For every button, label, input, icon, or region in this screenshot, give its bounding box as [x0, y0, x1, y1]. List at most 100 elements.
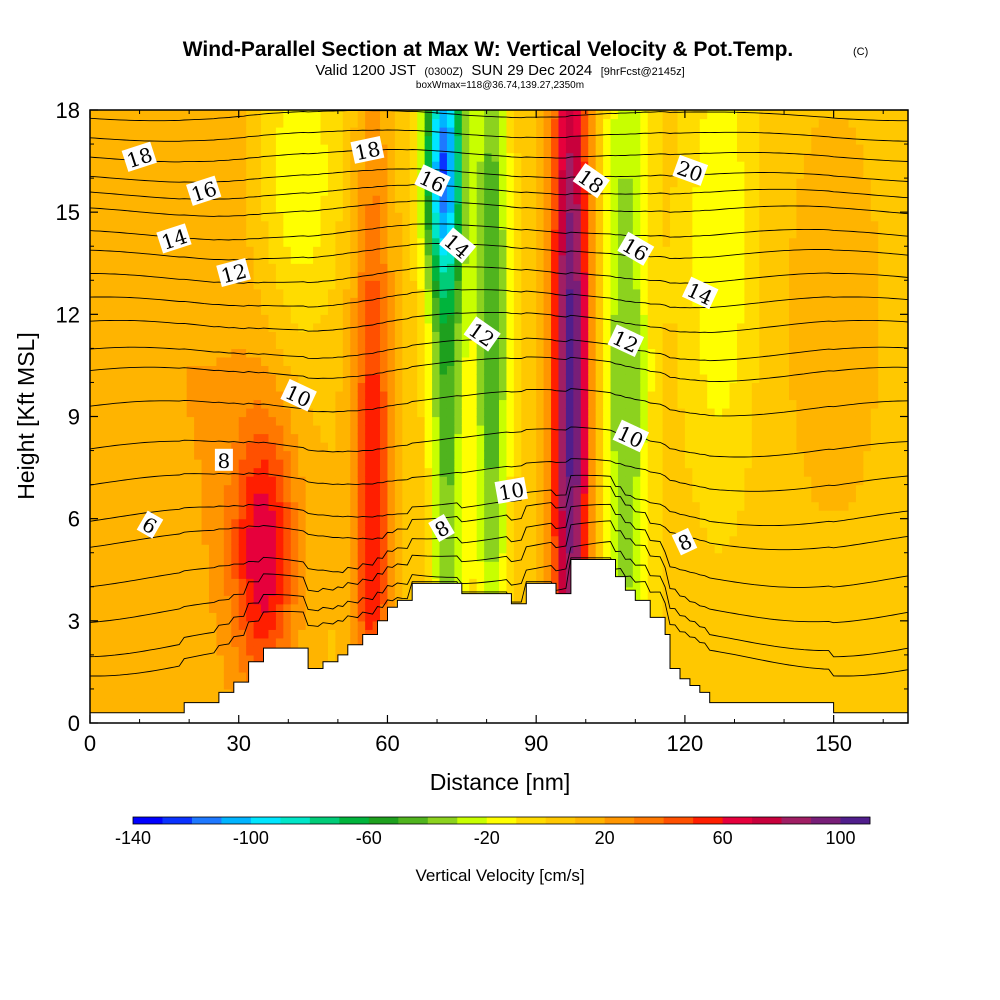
- velocity-cell: [476, 144, 485, 154]
- velocity-cell: [402, 586, 411, 596]
- velocity-cell: [372, 407, 381, 418]
- velocity-cell: [305, 254, 314, 264]
- velocity-cell: [536, 407, 545, 418]
- velocity-cell: [402, 263, 411, 273]
- velocity-cell: [238, 459, 247, 469]
- velocity-cell: [112, 459, 121, 469]
- velocity-cell: [573, 484, 582, 494]
- velocity-cell: [565, 544, 574, 554]
- velocity-cell: [179, 382, 188, 392]
- velocity-cell: [469, 459, 478, 469]
- velocity-cell: [335, 212, 344, 222]
- velocity-cell: [372, 288, 381, 298]
- velocity-cell: [290, 271, 299, 281]
- velocity-cell: [313, 646, 322, 656]
- velocity-cell: [521, 118, 530, 128]
- velocity-cell: [491, 390, 500, 401]
- velocity-cell: [194, 399, 203, 409]
- velocity-cell: [565, 467, 574, 477]
- velocity-cell: [208, 578, 218, 588]
- velocity-cell: [461, 254, 470, 264]
- velocity-cell: [216, 569, 225, 579]
- velocity-cell: [528, 118, 537, 128]
- velocity-cell: [305, 237, 314, 247]
- velocity-cell: [127, 195, 136, 205]
- velocity-cell: [216, 433, 225, 443]
- velocity-cell: [186, 348, 195, 358]
- velocity-cell: [142, 654, 151, 664]
- velocity-cell: [223, 331, 232, 341]
- velocity-cell: [380, 280, 389, 290]
- velocity-cell: [216, 280, 225, 290]
- velocity-cell: [491, 229, 500, 239]
- velocity-cell: [223, 161, 232, 171]
- velocity-cell: [119, 229, 128, 239]
- velocity-cell: [216, 646, 225, 656]
- velocity-cell: [357, 552, 366, 562]
- velocity-cell: [476, 484, 485, 494]
- velocity-cell: [454, 339, 463, 349]
- velocity-cell: [127, 407, 136, 418]
- velocity-cell: [164, 671, 173, 682]
- velocity-cell: [387, 237, 396, 247]
- velocity-cell: [372, 501, 381, 511]
- velocity-cell: [119, 654, 128, 664]
- velocity-cell: [521, 442, 530, 452]
- velocity-cell: [261, 365, 270, 375]
- velocity-cell: [342, 373, 351, 384]
- velocity-cell: [327, 297, 336, 307]
- velocity-cell: [313, 212, 322, 222]
- velocity-cell: [565, 382, 574, 392]
- velocity-cell: [149, 671, 158, 682]
- velocity-cell: [104, 612, 113, 622]
- velocity-cell: [320, 246, 329, 256]
- velocity-cell: [402, 348, 411, 358]
- velocity-cell: [365, 442, 374, 452]
- velocity-cell: [543, 263, 552, 273]
- velocity-cell: [261, 178, 270, 188]
- velocity-cell: [528, 212, 537, 222]
- velocity-cell: [484, 407, 493, 418]
- velocity-cell: [320, 135, 329, 145]
- velocity-cell: [365, 595, 374, 605]
- velocity-cell: [573, 144, 582, 154]
- velocity-cell: [387, 110, 396, 120]
- velocity-cell: [268, 271, 277, 281]
- velocity-cell: [350, 382, 359, 392]
- velocity-cell: [290, 254, 299, 264]
- velocity-cell: [186, 314, 195, 324]
- velocity-cell: [223, 178, 232, 188]
- velocity-cell: [97, 365, 106, 375]
- velocity-cell: [580, 407, 589, 418]
- velocity-cell: [97, 561, 106, 571]
- velocity-cell: [469, 195, 478, 205]
- velocity-cell: [580, 271, 589, 281]
- velocity-cell: [439, 271, 448, 281]
- velocity-cell: [298, 620, 307, 630]
- velocity-cell: [446, 501, 455, 511]
- velocity-cell: [394, 254, 403, 264]
- velocity-cell: [268, 152, 277, 162]
- velocity-cell: [298, 476, 307, 486]
- velocity-cell: [551, 169, 560, 179]
- velocity-cell: [528, 467, 537, 477]
- velocity-cell: [290, 527, 299, 537]
- velocity-cell: [558, 476, 567, 486]
- velocity-cell: [387, 229, 396, 239]
- velocity-cell: [327, 280, 336, 290]
- velocity-cell: [506, 220, 515, 230]
- velocity-cell: [372, 493, 381, 503]
- velocity-cell: [469, 280, 478, 290]
- velocity-cell: [461, 314, 470, 324]
- velocity-cell: [461, 510, 470, 520]
- velocity-cell: [171, 654, 180, 664]
- velocity-cell: [149, 544, 158, 554]
- velocity-cell: [179, 127, 188, 137]
- velocity-cell: [543, 127, 552, 137]
- velocity-cell: [595, 373, 604, 384]
- velocity-cell: [528, 544, 537, 554]
- velocity-cell: [275, 127, 284, 137]
- velocity-cell: [298, 595, 307, 605]
- velocity-cell: [439, 390, 448, 401]
